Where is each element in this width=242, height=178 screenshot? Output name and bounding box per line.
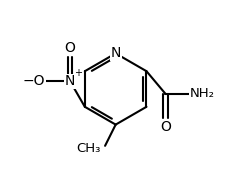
Text: −O: −O <box>23 74 45 88</box>
Text: N: N <box>65 74 75 88</box>
Text: +: + <box>74 68 82 78</box>
Text: CH₃: CH₃ <box>76 142 100 155</box>
Text: O: O <box>160 120 171 134</box>
Text: O: O <box>65 41 76 55</box>
Text: N: N <box>110 46 121 60</box>
Text: NH₂: NH₂ <box>189 87 214 100</box>
